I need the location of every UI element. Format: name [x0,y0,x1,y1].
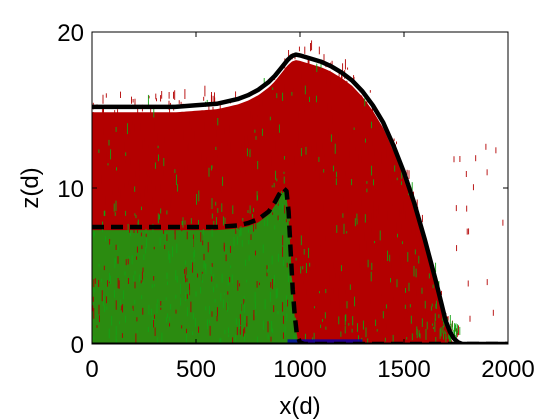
density-fill [92,40,508,344]
y-tick-label: 20 [57,20,84,47]
axis-ticks: 0 500 1000 1500 2000 0 10 20 [57,20,534,383]
base-strip [287,339,363,344]
upper-texture [92,40,504,344]
y-tick-label: 0 [71,332,84,359]
x-tick-label: 0 [85,356,98,383]
x-tick-label: 1500 [377,356,430,383]
x-tick-label: 2000 [481,356,534,383]
y-tick-label: 10 [57,176,84,203]
x-tick-label: 1000 [273,356,326,383]
y-axis-label: z(d) [17,167,44,208]
x-axis-label: x(d) [279,393,320,420]
lower-fill [92,191,508,344]
series-line-1 [92,52,508,344]
x-tick-label: 500 [176,356,216,383]
